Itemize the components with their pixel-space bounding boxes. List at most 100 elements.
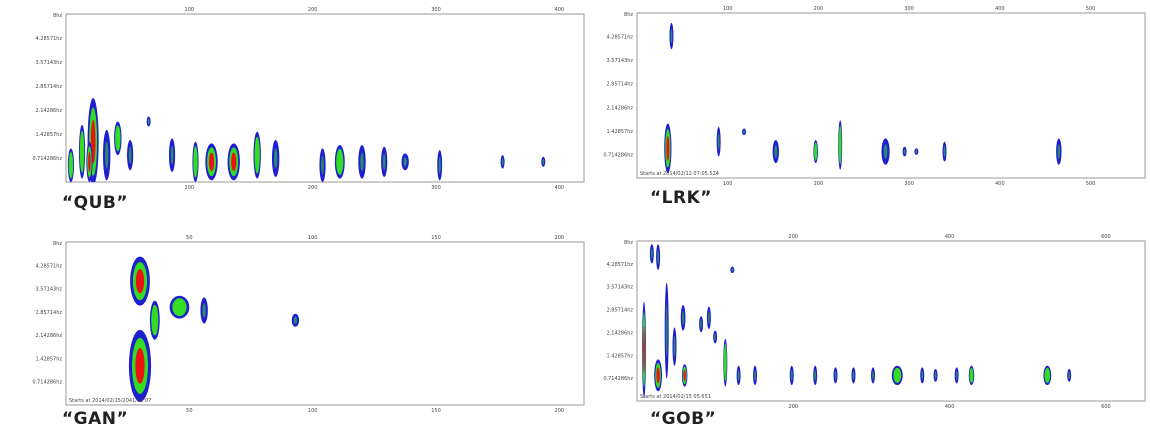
spectral-blob — [168, 138, 176, 172]
x-tick-label-top: 150 — [431, 235, 441, 241]
spectral-blob — [968, 365, 975, 385]
x-tick-label-bottom: 100 — [308, 408, 318, 414]
blob-middle — [382, 153, 386, 171]
blob-middle — [151, 304, 159, 336]
spectral-blob — [642, 301, 647, 398]
spectral-blob — [730, 266, 735, 273]
y-tick-label: 3.57143hz — [607, 285, 634, 291]
spectral-blob — [291, 313, 300, 327]
blob-middle — [501, 158, 504, 166]
y-tick-label: 2.85714hz — [607, 308, 634, 314]
spectral-blob — [358, 145, 366, 179]
blob-core — [231, 152, 237, 172]
blob-middle — [105, 141, 109, 169]
spectral-blob — [881, 138, 890, 165]
blob-middle — [934, 371, 937, 379]
x-tick-label-top: 100 — [723, 6, 733, 12]
starts-at-label: Starts at 2014/02/12 07:05.524 — [640, 171, 719, 177]
spectral-blob — [833, 367, 838, 384]
blob-middle — [673, 336, 676, 358]
spectral-blob — [681, 364, 688, 387]
spectral-blob — [914, 148, 919, 155]
blob-middle — [170, 145, 174, 165]
blob-middle — [814, 142, 818, 161]
spectral-blob — [838, 120, 843, 170]
spectral-blob — [669, 22, 674, 50]
y-tick-label: 2.85714hz — [36, 84, 63, 90]
spectral-blob — [103, 129, 111, 181]
x-tick-label-bottom: 200 — [308, 185, 318, 191]
spectral-blob — [127, 140, 134, 171]
blob-middle — [921, 371, 924, 380]
spectrogram-svg: 8hz 4.28571hz 3.57143hz 2.85714hz 2.14286hz 1… — [32, 7, 585, 191]
blob-middle — [731, 268, 734, 272]
blob-middle — [790, 370, 793, 381]
plot-frame — [636, 240, 1146, 402]
y-tick-label: 2.14286hz — [36, 108, 63, 114]
spectral-blob — [319, 148, 326, 182]
spectral-blob — [813, 365, 818, 385]
y-tick-label: 1.42857hz — [607, 353, 634, 359]
spectral-blob — [200, 297, 208, 324]
spectral-blob — [227, 143, 240, 181]
blob-middle — [943, 146, 946, 158]
y-tick-label: 1.42857hz — [607, 129, 634, 135]
y-tick-label: 2.14286hz — [36, 333, 63, 339]
blob-middle — [682, 310, 685, 325]
x-tick-label-top: 500 — [1086, 6, 1096, 12]
blob-middle — [360, 152, 364, 172]
spectral-blob — [271, 140, 280, 177]
spectral-blob — [169, 295, 190, 319]
spectral-blob — [723, 338, 728, 387]
blob-middle — [893, 367, 902, 383]
spectral-blob — [672, 327, 677, 366]
y-tick-label: 1.42857hz — [36, 132, 63, 138]
spectral-blob — [753, 365, 758, 385]
spectral-blob — [114, 121, 122, 156]
x-tick-label-top: 400 — [555, 7, 565, 13]
spectral-blob — [253, 131, 261, 179]
plot-frame — [636, 12, 1146, 179]
x-tick-label-top: 200 — [789, 234, 799, 240]
plot-frame — [65, 13, 585, 183]
blob-core — [135, 268, 145, 294]
spectral-blob — [680, 305, 686, 331]
y-tick-label: 0.714286hz — [32, 156, 62, 162]
spectral-blob — [813, 140, 818, 164]
blob-middle — [115, 125, 121, 152]
blob-middle — [665, 304, 668, 357]
x-tick-label-bottom: 600 — [1101, 404, 1111, 410]
spectral-blob — [954, 367, 959, 384]
blob-core — [666, 135, 670, 161]
x-tick-label-top: 600 — [1101, 234, 1111, 240]
spectral-blob — [67, 148, 75, 182]
spectral-blob — [871, 367, 876, 384]
spectral-blob — [192, 141, 199, 182]
x-tick-label-bottom: 200 — [555, 408, 565, 414]
spectral-blob — [851, 367, 856, 384]
blob-middle — [852, 371, 855, 380]
x-tick-label-bottom: 150 — [431, 408, 441, 414]
y-tick-label: 2.85714hz — [607, 82, 634, 88]
spectrogram-panel-gan: 8hz 4.28571hz 3.57143hz 2.85714hz 2.14286hz 1… — [0, 228, 590, 414]
spectral-blob — [742, 128, 747, 136]
blob-middle — [814, 370, 817, 381]
spectral-blob — [699, 316, 704, 333]
y-tick-label: 2.85714hz — [36, 310, 63, 316]
blob-middle — [774, 145, 778, 158]
blob-middle — [708, 311, 710, 324]
spectrogram-svg: 8hz 4.28571hz 3.57143hz 2.85714hz 2.14286hz 1… — [603, 234, 1146, 410]
x-tick-label-bottom: 200 — [814, 181, 824, 187]
blob-middle — [1068, 371, 1071, 379]
blob-middle — [717, 133, 720, 150]
blob-middle — [754, 370, 756, 381]
y-top-label: 8hz — [624, 240, 633, 246]
y-tick-label: 4.28571hz — [36, 263, 63, 269]
y-tick-label: 0.714286hz — [603, 376, 633, 382]
caption-gan: “GAN” — [62, 409, 129, 429]
x-tick-label-top: 300 — [431, 7, 441, 13]
x-tick-label-bottom: 100 — [185, 185, 195, 191]
caption-lrk: “LRK” — [650, 188, 712, 208]
spectral-blob — [205, 143, 218, 181]
spectral-blob — [664, 123, 672, 174]
